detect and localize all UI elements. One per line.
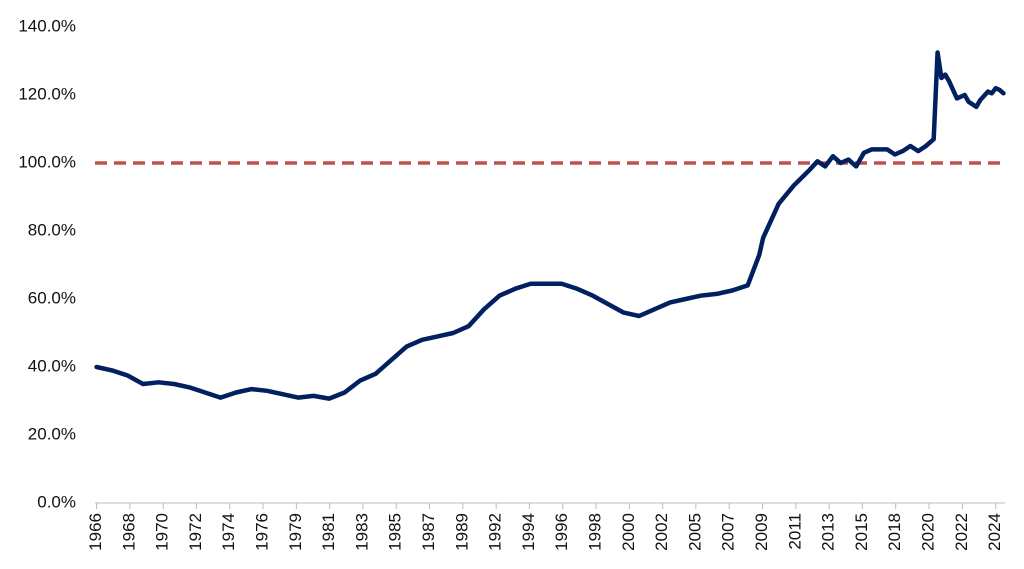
x-tick-label: 1987 bbox=[419, 513, 438, 551]
x-tick-label: 1972 bbox=[186, 513, 205, 551]
x-tick-label: 2022 bbox=[952, 513, 971, 551]
x-tick-label: 2013 bbox=[819, 513, 838, 551]
data-line bbox=[94, 50, 1006, 401]
x-tick-label: 2000 bbox=[619, 513, 638, 551]
y-tick-label: 0.0% bbox=[37, 492, 76, 511]
y-tick-label: 60.0% bbox=[28, 288, 76, 307]
y-tick-label: 40.0% bbox=[28, 356, 76, 375]
y-tick-label: 140.0% bbox=[18, 16, 76, 35]
y-tick-label: 100.0% bbox=[18, 152, 76, 171]
x-tick-label: 1983 bbox=[352, 513, 371, 551]
x-tick-label: 1976 bbox=[253, 513, 272, 551]
x-tick-label: 1981 bbox=[319, 513, 338, 551]
x-tick-label: 1968 bbox=[119, 513, 138, 551]
y-tick-label: 120.0% bbox=[18, 84, 76, 103]
x-tick-label: 1998 bbox=[586, 513, 605, 551]
x-tick-label: 1970 bbox=[153, 513, 172, 551]
x-tick-label: 2024 bbox=[985, 513, 1004, 551]
y-tick-label: 20.0% bbox=[28, 424, 76, 443]
x-tick-label: 2002 bbox=[652, 513, 671, 551]
x-tick-label: 2020 bbox=[919, 513, 938, 551]
x-tick-label: 2005 bbox=[685, 513, 704, 551]
x-tick-label: 2007 bbox=[719, 513, 738, 551]
x-tick-label: 2018 bbox=[885, 513, 904, 551]
x-tick-label: 1985 bbox=[386, 513, 405, 551]
x-tick-label: 2015 bbox=[852, 513, 871, 551]
x-tick-label: 1992 bbox=[486, 513, 505, 551]
x-tick-label: 2011 bbox=[785, 513, 804, 550]
x-tick-label: 1979 bbox=[286, 513, 305, 551]
x-tick-label: 1974 bbox=[219, 513, 238, 551]
x-tick-label: 2009 bbox=[752, 513, 771, 551]
y-tick-label: 80.0% bbox=[28, 220, 76, 239]
x-tick-label: 1966 bbox=[86, 513, 105, 551]
x-tick-label: 1989 bbox=[452, 513, 471, 551]
x-tick-label: 1994 bbox=[519, 513, 538, 551]
x-tick-label: 1996 bbox=[552, 513, 571, 551]
